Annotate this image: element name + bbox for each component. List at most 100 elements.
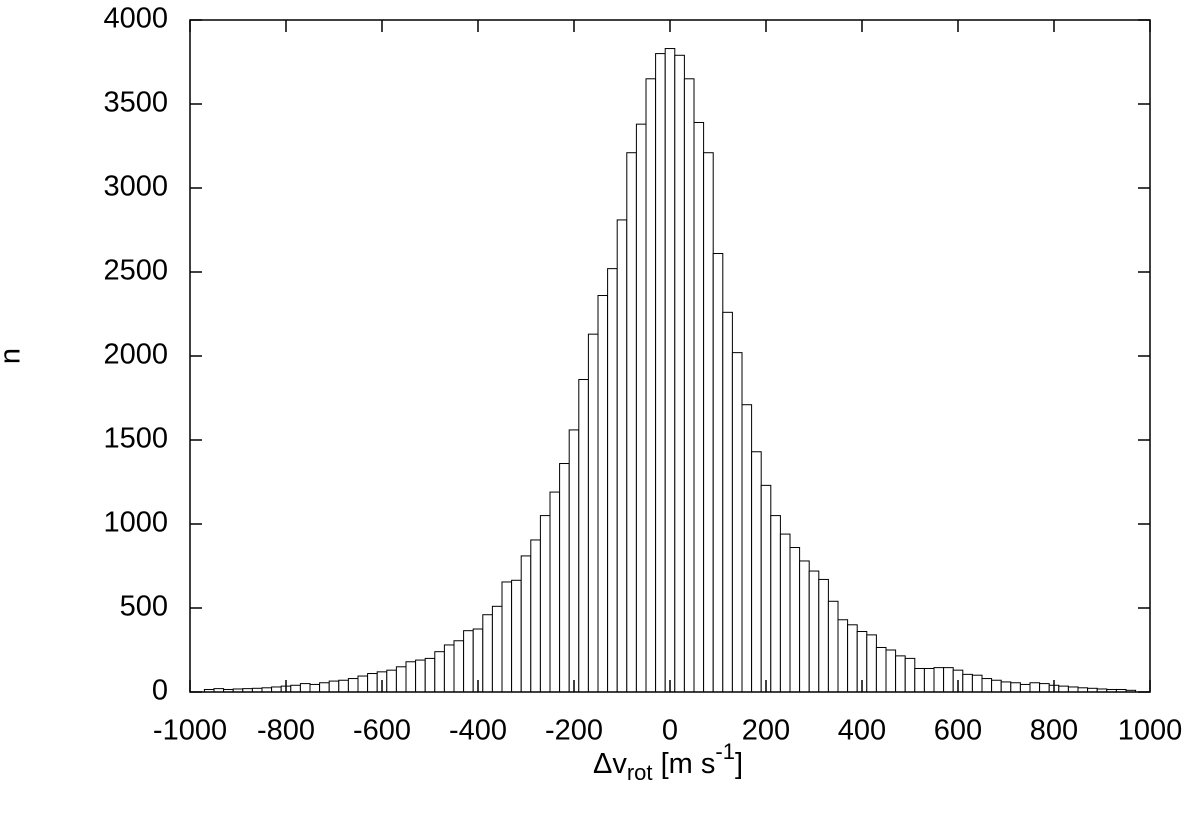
bar xyxy=(626,152,637,693)
bar xyxy=(607,268,618,693)
bar xyxy=(971,674,983,693)
bar xyxy=(501,581,513,693)
x-label-base: Δv xyxy=(593,748,627,780)
x-axis-label: Δvrot [m s-1] xyxy=(593,739,743,785)
bar xyxy=(981,678,993,693)
x-tick-label: -200 xyxy=(545,715,603,747)
x-tick-label: 600 xyxy=(934,715,982,747)
bar xyxy=(923,667,935,693)
x-tick-label: 0 xyxy=(662,715,678,747)
x-label-sub: rot xyxy=(627,760,653,785)
x-tick-label: -1000 xyxy=(153,715,227,747)
bar xyxy=(760,484,772,693)
bar xyxy=(357,675,369,693)
bar xyxy=(1058,685,1069,693)
bar xyxy=(933,667,945,693)
x-tick-label: 400 xyxy=(838,715,886,747)
bar xyxy=(904,657,916,693)
bar xyxy=(779,533,791,693)
bar xyxy=(789,547,801,693)
x-label-sup: -1 xyxy=(715,739,735,764)
bar xyxy=(578,379,589,693)
bar xyxy=(645,78,657,693)
bar xyxy=(1029,682,1041,693)
bar xyxy=(914,667,925,693)
bar xyxy=(559,463,570,693)
y-tick-label: 4000 xyxy=(103,3,168,35)
bar xyxy=(770,515,781,693)
bar xyxy=(741,404,753,693)
bar xyxy=(1019,683,1031,693)
bar xyxy=(299,683,311,693)
bar xyxy=(837,619,849,693)
bar xyxy=(424,657,436,693)
bar xyxy=(395,666,407,693)
bar xyxy=(319,682,330,693)
bar xyxy=(520,555,532,693)
y-tick-label: 1000 xyxy=(103,507,168,539)
bar xyxy=(808,570,820,693)
bar xyxy=(434,651,445,693)
x-label-mid: [m s xyxy=(653,748,716,780)
bar xyxy=(799,560,810,693)
bar xyxy=(415,659,426,693)
bar xyxy=(328,680,340,693)
bar xyxy=(1010,682,1021,693)
bar xyxy=(386,669,397,693)
bar xyxy=(587,333,599,693)
y-tick-label: 500 xyxy=(120,591,168,623)
bar xyxy=(818,578,829,693)
y-tick-label: 3500 xyxy=(103,87,168,119)
bar xyxy=(290,684,301,693)
bar xyxy=(895,655,906,693)
bar xyxy=(866,634,877,693)
bar xyxy=(530,539,541,693)
bar xyxy=(443,644,455,693)
y-tick-label: 2000 xyxy=(103,339,168,371)
bar xyxy=(885,649,897,693)
bar xyxy=(511,579,522,693)
y-tick-label: 2500 xyxy=(103,255,168,287)
bar xyxy=(549,491,561,693)
y-tick-label: 0 xyxy=(152,675,168,707)
bar xyxy=(1000,681,1012,693)
bar xyxy=(712,253,724,693)
y-axis-label: n xyxy=(0,348,27,364)
x-tick-label: -800 xyxy=(257,715,315,747)
bar xyxy=(367,673,378,693)
bar xyxy=(664,48,676,693)
bar xyxy=(683,78,695,693)
bar xyxy=(338,679,349,693)
bar xyxy=(463,630,474,693)
bar xyxy=(1039,683,1050,693)
y-tick-label: 3000 xyxy=(103,171,168,203)
bar xyxy=(539,515,551,693)
bar xyxy=(943,667,954,693)
bar xyxy=(309,683,321,693)
bar xyxy=(568,429,580,693)
x-tick-label: 800 xyxy=(1030,715,1078,747)
bar xyxy=(751,451,762,693)
x-tick-label: 1000 xyxy=(1118,715,1183,747)
bar xyxy=(347,678,359,693)
bar xyxy=(693,121,705,693)
x-tick-label: -400 xyxy=(449,715,507,747)
bar xyxy=(827,600,839,693)
bar xyxy=(453,640,465,693)
bar xyxy=(875,646,887,693)
bar xyxy=(597,295,609,693)
x-tick-label: 200 xyxy=(742,715,790,747)
bar xyxy=(271,686,282,693)
y-tick-label: 1500 xyxy=(103,423,168,455)
bar xyxy=(482,614,493,693)
x-label-end: ] xyxy=(735,748,743,780)
bar xyxy=(616,219,628,693)
bar xyxy=(962,673,973,693)
bar xyxy=(405,661,417,693)
bar xyxy=(703,152,714,693)
bar xyxy=(847,624,858,693)
bar xyxy=(722,311,733,693)
bar xyxy=(655,53,666,693)
bar xyxy=(991,679,1002,693)
